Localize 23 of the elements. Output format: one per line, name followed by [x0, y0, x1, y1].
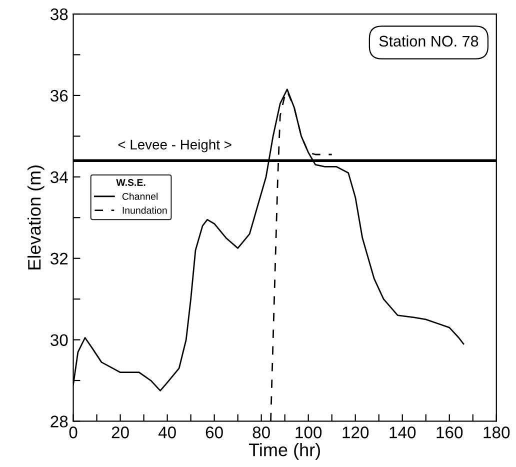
legend-label: Channel — [122, 192, 158, 200]
y-tick-label: 38 — [50, 8, 68, 20]
x-tick-label: 180 — [484, 426, 510, 438]
x-tick-label: 160 — [436, 426, 463, 438]
y-tick-label: 28 — [50, 416, 68, 428]
y-axis-title: Elevation (m) — [27, 166, 44, 270]
y-tick-label: 30 — [50, 334, 68, 346]
x-tick-label: 120 — [342, 426, 369, 438]
y-tick-label: 34 — [50, 171, 68, 184]
x-tick-label: 0 — [69, 426, 78, 438]
x-tick-label: 40 — [158, 426, 176, 438]
legend-label: Inundation — [122, 206, 167, 214]
y-tick-label: 36 — [50, 90, 68, 102]
annotation: Station NO. 78 — [379, 35, 478, 47]
x-tick-label: 20 — [112, 426, 129, 438]
ref-line-label: < Levee - Height > — [118, 139, 232, 152]
x-tick-label: 140 — [390, 426, 416, 438]
x-tick-label: 80 — [252, 426, 270, 438]
x-tick-label: 60 — [206, 426, 223, 438]
x-tick-label: 100 — [296, 426, 322, 438]
x-axis-title: Time (hr) — [248, 443, 320, 460]
legend-title: W.S.E. — [116, 179, 146, 186]
y-tick-label: 32 — [50, 252, 68, 265]
